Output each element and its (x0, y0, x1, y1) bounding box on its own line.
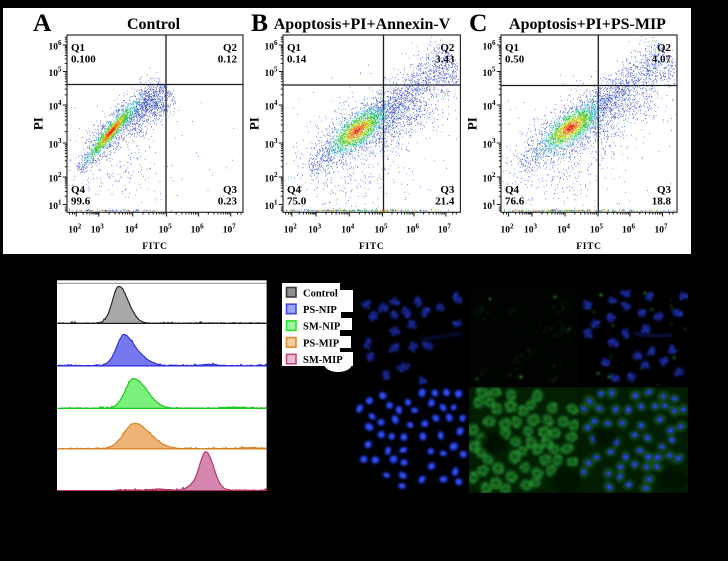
svg-text:Q3: Q3 (440, 184, 455, 196)
svg-text:FITC: FITC (142, 242, 168, 252)
svg-text:B: B (251, 8, 268, 37)
svg-text:Control: Control (303, 288, 338, 299)
svg-text:0.23: 0.23 (218, 196, 238, 208)
svg-text:0.50: 0.50 (505, 54, 525, 66)
svg-text:PS-NIP: PS-NIP (303, 305, 337, 316)
svg-text:0.12: 0.12 (218, 54, 238, 66)
svg-text:FITC: FITC (576, 242, 602, 252)
svg-text:Q2: Q2 (223, 42, 238, 54)
svg-text:PS-MIP: PS-MIP (303, 338, 340, 349)
svg-text:Q1: Q1 (287, 42, 301, 54)
svg-text:0.100: 0.100 (71, 54, 96, 66)
svg-text:75.0: 75.0 (287, 196, 307, 208)
svg-text:4.07: 4.07 (652, 54, 672, 66)
svg-text:Q1: Q1 (71, 42, 85, 54)
svg-text:FITC: FITC (359, 242, 385, 252)
svg-text:Q4: Q4 (71, 184, 86, 196)
svg-text:76.6: 76.6 (505, 196, 525, 208)
svg-text:C: C (469, 8, 487, 37)
svg-text:18.8: 18.8 (652, 196, 672, 208)
svg-text:21.4: 21.4 (435, 196, 455, 208)
svg-text:PI: PI (31, 117, 46, 130)
svg-text:99.6: 99.6 (71, 196, 91, 208)
svg-text:PI: PI (247, 117, 262, 130)
svg-text:SM-NIP: SM-NIP (303, 322, 341, 333)
svg-text:Apoptosis+PI+PS-MIP: Apoptosis+PI+PS-MIP (509, 16, 666, 33)
svg-text:Apoptosis+PI+Annexin-V: Apoptosis+PI+Annexin-V (274, 16, 451, 33)
svg-text:Q4: Q4 (287, 184, 302, 196)
svg-text:Q3: Q3 (657, 184, 672, 196)
svg-text:A: A (33, 8, 52, 37)
svg-text:Control: Control (127, 16, 181, 33)
svg-text:Q1: Q1 (505, 42, 519, 54)
svg-text:Q3: Q3 (223, 184, 238, 196)
svg-text:0.14: 0.14 (287, 54, 307, 66)
svg-text:Q4: Q4 (505, 184, 520, 196)
svg-text:SM-MIP: SM-MIP (303, 355, 343, 366)
svg-text:Q2: Q2 (657, 42, 672, 54)
svg-text:PI: PI (465, 117, 480, 130)
